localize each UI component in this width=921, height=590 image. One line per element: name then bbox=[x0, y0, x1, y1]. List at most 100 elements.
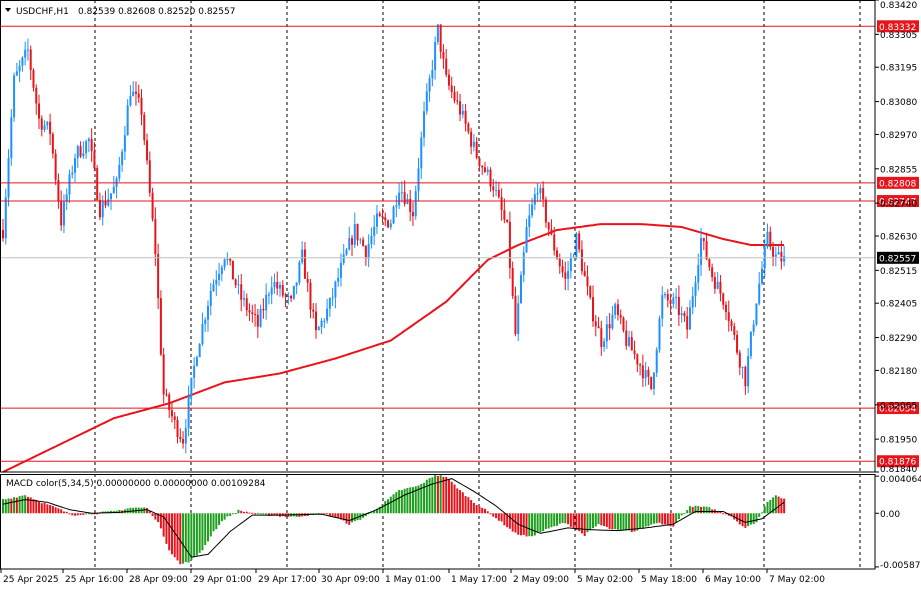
candle-body bbox=[447, 74, 450, 86]
candle-body bbox=[445, 58, 448, 75]
macd-bar bbox=[475, 505, 478, 514]
candle-body bbox=[583, 271, 586, 277]
macd-layer bbox=[2, 475, 786, 565]
macd-bar bbox=[724, 513, 727, 515]
macd-bar bbox=[373, 510, 376, 514]
candle-body bbox=[758, 283, 761, 304]
macd-bar bbox=[317, 513, 320, 515]
candle-body bbox=[118, 165, 121, 179]
candle-body bbox=[594, 321, 597, 327]
macd-bar bbox=[49, 504, 52, 514]
candle-body bbox=[226, 258, 229, 260]
candle-body bbox=[578, 233, 581, 250]
macd-tick-label-1: 0.00 bbox=[880, 510, 900, 520]
macd-bar bbox=[179, 513, 182, 565]
candle-body bbox=[683, 313, 686, 317]
candle-body bbox=[558, 258, 561, 267]
macd-bar bbox=[539, 513, 542, 533]
macd-bar bbox=[168, 513, 171, 551]
candle-body bbox=[755, 303, 758, 325]
candle-body bbox=[229, 258, 232, 261]
candle-body bbox=[251, 312, 254, 314]
candle-body bbox=[287, 296, 290, 298]
candle-body bbox=[636, 354, 639, 365]
macd-bar bbox=[339, 513, 342, 520]
candle-body bbox=[10, 117, 13, 159]
macd-bar bbox=[428, 478, 431, 514]
macd-bar bbox=[76, 513, 79, 516]
macd-bar bbox=[71, 513, 74, 516]
macd-bar bbox=[655, 513, 658, 524]
candle-body bbox=[284, 295, 287, 297]
macd-bar bbox=[231, 513, 234, 515]
macd-bar bbox=[162, 513, 165, 537]
price-tick-label-6: 0.82740 bbox=[880, 200, 917, 210]
price-tick-label-3: 0.83080 bbox=[880, 98, 917, 108]
candle-body bbox=[780, 252, 783, 262]
candle-body bbox=[328, 298, 331, 309]
candle-body bbox=[556, 250, 558, 259]
macd-bar bbox=[680, 513, 683, 516]
macd-bar bbox=[403, 488, 406, 514]
price-tick-label-4: 0.82970 bbox=[880, 131, 917, 141]
candle-body bbox=[132, 91, 135, 97]
macd-bar bbox=[270, 513, 273, 516]
candle-body bbox=[481, 165, 484, 168]
candle-body bbox=[201, 323, 204, 345]
macd-bar bbox=[439, 475, 442, 514]
macd-bar bbox=[40, 503, 43, 514]
macd-bar bbox=[547, 513, 550, 529]
macd-bar bbox=[85, 513, 88, 515]
macd-bar bbox=[616, 513, 619, 530]
candle-body bbox=[608, 324, 611, 329]
candle-body bbox=[220, 267, 223, 274]
candle-body bbox=[483, 167, 486, 172]
macd-bar bbox=[2, 499, 4, 514]
macd-bar bbox=[669, 513, 672, 527]
candle-body bbox=[51, 134, 54, 154]
candle-body bbox=[769, 231, 772, 247]
candle-body bbox=[323, 320, 326, 322]
time-label-10: 5 May 18:00 bbox=[641, 575, 697, 585]
macd-bar bbox=[165, 513, 168, 544]
candle-body bbox=[262, 308, 265, 311]
macd-bar bbox=[201, 513, 204, 551]
macd-bar bbox=[694, 505, 697, 514]
candle-body bbox=[57, 179, 60, 202]
candles-layer bbox=[2, 23, 786, 454]
macd-bar bbox=[763, 506, 766, 514]
macd-bar bbox=[312, 513, 315, 515]
candle-body bbox=[317, 327, 320, 331]
candle-body bbox=[423, 111, 426, 138]
candle-body bbox=[774, 254, 777, 257]
macd-bar bbox=[96, 513, 99, 515]
macd-bar bbox=[74, 513, 77, 516]
candle-body bbox=[442, 51, 445, 59]
current-price-label: 0.82557 bbox=[879, 254, 916, 264]
candle-body bbox=[597, 326, 600, 329]
macd-bar bbox=[198, 513, 201, 553]
macd-bar bbox=[780, 498, 783, 514]
candle-body bbox=[470, 131, 473, 147]
macd-bar bbox=[506, 513, 509, 528]
macd-bar bbox=[331, 513, 334, 517]
time-label-11: 6 May 10:00 bbox=[705, 575, 761, 585]
candle-body bbox=[146, 140, 149, 161]
candle-body bbox=[85, 141, 88, 154]
candle-body bbox=[453, 91, 456, 101]
candle-body bbox=[190, 377, 193, 397]
candle-body bbox=[281, 284, 284, 296]
candle-body bbox=[320, 320, 323, 328]
candle-body bbox=[265, 294, 268, 311]
macd-bar bbox=[93, 513, 96, 515]
candle-body bbox=[525, 226, 528, 253]
macd-bar bbox=[760, 512, 763, 514]
candle-body bbox=[248, 310, 251, 313]
macd-bar bbox=[146, 508, 149, 514]
macd-bar bbox=[378, 506, 381, 514]
candle-body bbox=[162, 354, 165, 395]
macd-bar bbox=[154, 513, 157, 520]
candle-body bbox=[82, 153, 85, 157]
candle-body bbox=[315, 311, 318, 331]
